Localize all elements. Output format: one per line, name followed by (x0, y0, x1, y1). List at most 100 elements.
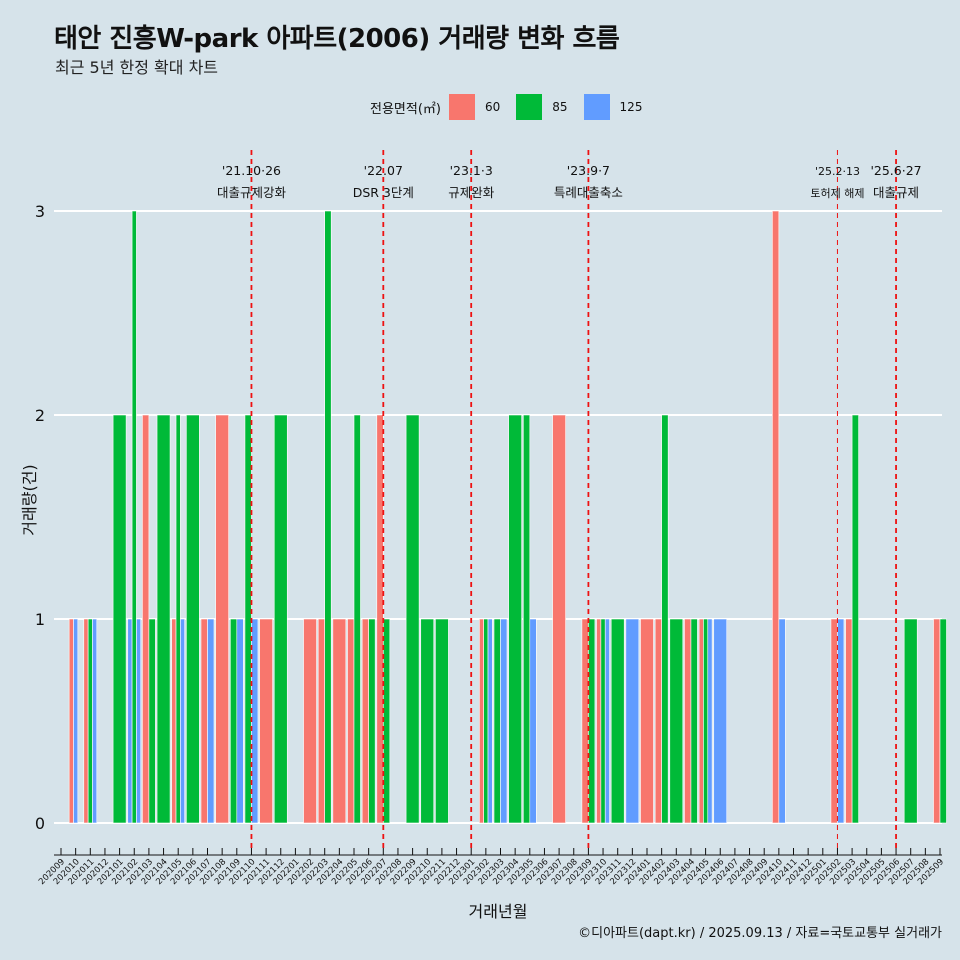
bar-202405-60 (698, 618, 704, 824)
bar-202307-60 (552, 414, 566, 824)
y-tick-label-1: 1 (35, 610, 45, 629)
bar-202310-125 (604, 618, 610, 824)
bar-202410-60 (772, 210, 780, 824)
bar-202302-125 (487, 618, 493, 824)
bar-202109-125 (236, 618, 244, 824)
bar-202010-125 (73, 618, 79, 824)
bar-202405-125 (707, 618, 713, 824)
bar-202102-125 (136, 618, 142, 824)
bar-202111-60 (259, 618, 273, 824)
chart-subtitle: 최근 5년 한정 확대 차트 (55, 58, 219, 77)
bar-202207-60 (376, 414, 384, 824)
legend-item-125: 125 (583, 94, 642, 120)
bar-202103-85 (148, 618, 156, 824)
event-date-202110: '21.10·26 (222, 163, 281, 178)
bar-202103-60 (142, 414, 150, 824)
bar-202110-125 (251, 618, 259, 824)
bar-202509-60 (933, 618, 941, 824)
legend-swatch-60 (448, 94, 475, 120)
source-caption: ©디아파트(dapt.kr) / 2025.09.13 / 자료=국토교통부 실… (578, 926, 942, 941)
bar-202503-85 (851, 414, 859, 824)
bar-202406-125 (713, 618, 728, 824)
bar-202105-60 (171, 618, 177, 824)
bar-202102-125 (127, 618, 133, 824)
legend: 전용면적(㎡) 60 85 125 (370, 93, 658, 121)
chart-title: 태안 진흥W-park 아파트(2006) 거래량 변화 흐름 (54, 24, 620, 54)
bar-202404-60 (684, 618, 692, 824)
bar-202109-85 (230, 618, 238, 824)
bar-202302-60 (479, 618, 484, 824)
bar-202404-85 (690, 618, 698, 824)
event-label-202502: 토허제 해제 (810, 186, 864, 200)
bar-202107-60 (200, 618, 208, 824)
bar-202209-85 (405, 414, 420, 824)
bar-202207-85 (382, 618, 391, 824)
bar-202310-85 (600, 618, 606, 824)
bar-202304-85 (508, 414, 522, 824)
event-date-202506: '25.6·27 (870, 163, 921, 178)
event-date-202309: '23.9·7 (567, 163, 610, 178)
bar-202303-85 (493, 618, 501, 824)
bar-202108-60 (215, 414, 229, 824)
bar-202502-60 (830, 618, 838, 824)
bar-202203-85 (324, 210, 332, 824)
bar-202507-85 (903, 618, 918, 824)
legend-swatch-85 (516, 94, 543, 120)
bar-202105-125 (180, 618, 186, 824)
event-date-202301: '23.1·3 (450, 163, 493, 178)
bar-202303-125 (500, 618, 508, 824)
legend-item-60: 60 (448, 94, 501, 120)
bar-202502-125 (837, 618, 845, 824)
bar-202503-60 (845, 618, 853, 824)
bar-202309-60 (581, 618, 589, 824)
y-tick-label-0: 0 (35, 814, 45, 833)
bar-202205-85 (353, 414, 361, 824)
bar-202101-85 (112, 414, 127, 824)
bar-202305-85 (522, 414, 531, 824)
bar-202401-60 (640, 618, 654, 824)
bar-202104-85 (156, 414, 171, 824)
bar-202310-60 (596, 618, 602, 824)
bar-202206-85 (368, 618, 376, 824)
bar-202203-60 (317, 618, 326, 824)
bar-202204-60 (332, 618, 347, 824)
event-date-202502: '25.2·13 (815, 165, 860, 178)
bar-202205-60 (347, 618, 355, 824)
y-tick-label-3: 3 (35, 202, 45, 221)
bar-202112-85 (273, 414, 288, 824)
bar-202312-125 (625, 618, 640, 824)
y-axis-title: 거래량(건) (20, 464, 39, 536)
bar-202305-125 (529, 618, 537, 824)
bar-202106-85 (186, 414, 200, 824)
bar-202206-60 (361, 618, 369, 824)
bar-202011-85 (87, 618, 93, 824)
bar-202211-85 (435, 618, 449, 824)
event-label-202309: 특례대출축소 (554, 185, 623, 200)
bar-202010-60 (68, 618, 74, 824)
bar-202011-60 (83, 618, 89, 824)
event-label-202301: 규제완화 (448, 185, 495, 200)
x-axis-title: 거래년월 (468, 902, 528, 921)
bar-202309-85 (588, 618, 596, 824)
bar-202405-85 (703, 618, 709, 824)
event-label-202506: 대출규제 (873, 185, 919, 200)
bar-202302-85 (483, 618, 489, 824)
event-date-202207: '22.07 (364, 163, 403, 178)
event-label-202207: DSR 3단계 (353, 185, 414, 200)
bar-202105-85 (175, 414, 181, 824)
bar-202107-125 (207, 618, 215, 824)
legend-swatch-125 (583, 94, 610, 120)
bar-202410-125 (778, 618, 786, 824)
bar-202402-85 (661, 414, 669, 824)
legend-item-85: 85 (516, 94, 568, 120)
bar-202210-85 (420, 618, 435, 824)
legend-label-60: 60 (484, 100, 501, 114)
bar-202509-85 (939, 618, 947, 824)
bar-202011-125 (92, 618, 98, 824)
bar-202110-85 (244, 414, 252, 824)
bar-202403-85 (669, 618, 684, 824)
bar-202402-60 (654, 618, 662, 824)
legend-title: 전용면적(㎡) (370, 101, 441, 117)
bar-202311-85 (610, 618, 625, 824)
